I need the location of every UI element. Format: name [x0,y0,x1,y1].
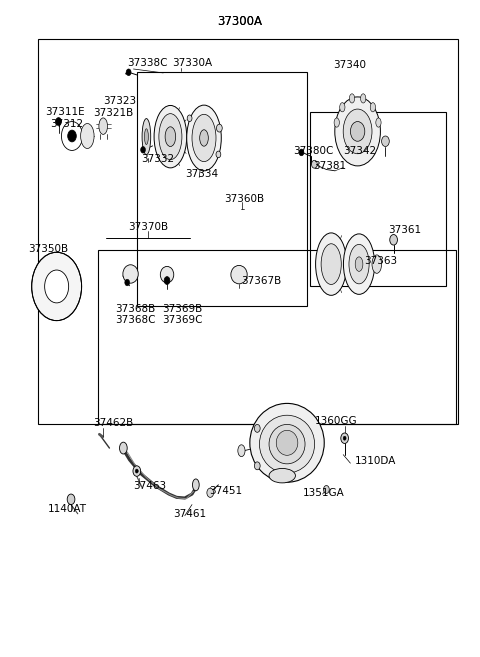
Ellipse shape [344,234,375,294]
Text: 37300A: 37300A [217,15,263,28]
Ellipse shape [372,255,382,273]
Ellipse shape [259,415,315,473]
Ellipse shape [269,468,295,483]
Ellipse shape [99,118,108,135]
Text: 37338C: 37338C [127,58,168,68]
Ellipse shape [355,257,363,271]
Ellipse shape [120,442,127,454]
Ellipse shape [335,97,381,166]
Text: 37300A: 37300A [217,14,263,28]
Ellipse shape [200,130,208,147]
Text: 37311E: 37311E [46,107,85,117]
Ellipse shape [231,265,247,284]
Ellipse shape [340,102,345,112]
Circle shape [125,279,130,286]
Text: 37369B: 37369B [162,304,203,314]
Ellipse shape [370,102,375,112]
Circle shape [216,151,221,158]
Text: 37369C: 37369C [162,315,203,325]
Ellipse shape [192,114,216,162]
Circle shape [382,136,389,147]
Circle shape [56,118,61,125]
Ellipse shape [349,244,369,284]
Text: 37330A: 37330A [172,58,212,68]
Ellipse shape [81,124,94,148]
Circle shape [312,160,317,168]
Circle shape [67,494,75,505]
Circle shape [141,147,145,153]
Circle shape [343,436,346,440]
Text: 37380C: 37380C [293,147,333,156]
Circle shape [350,122,365,141]
Text: 37312: 37312 [50,120,84,129]
Text: 37381: 37381 [313,161,346,171]
Ellipse shape [269,424,305,464]
Text: 37323: 37323 [103,97,136,106]
Bar [310,112,446,286]
Ellipse shape [123,265,138,283]
Ellipse shape [334,118,339,127]
Text: 37332: 37332 [142,154,175,164]
Ellipse shape [144,129,148,145]
Text: 37334: 37334 [185,169,218,179]
Text: 37360B: 37360B [224,194,264,204]
Text: 1140AT: 1140AT [48,504,87,514]
Ellipse shape [360,94,366,103]
Text: 37321B: 37321B [94,108,134,118]
Ellipse shape [321,244,341,284]
Text: 37368C: 37368C [115,315,156,325]
Bar [137,72,307,306]
Ellipse shape [376,118,381,127]
Circle shape [32,252,82,321]
Text: 37451: 37451 [209,486,242,496]
Circle shape [68,130,76,142]
Circle shape [299,149,304,156]
Text: 37363: 37363 [364,256,397,266]
Circle shape [254,424,260,432]
Ellipse shape [276,430,298,455]
Circle shape [207,488,214,497]
Text: 37462B: 37462B [94,419,134,428]
Text: 37350B: 37350B [28,244,68,254]
Text: 37361: 37361 [388,225,421,235]
Ellipse shape [316,233,347,296]
Circle shape [45,270,69,303]
Text: 1310DA: 1310DA [355,457,396,466]
Bar [98,250,456,424]
Ellipse shape [142,118,151,155]
Bar [38,39,458,424]
Ellipse shape [160,267,174,283]
Ellipse shape [192,479,199,491]
Circle shape [390,235,397,245]
Ellipse shape [159,114,182,160]
Circle shape [135,469,138,473]
Ellipse shape [343,109,372,154]
Text: 37367B: 37367B [241,277,281,286]
Text: 37370B: 37370B [129,222,169,232]
Ellipse shape [154,105,187,168]
Text: 37340: 37340 [334,60,367,70]
Text: 37463: 37463 [133,482,167,491]
Circle shape [254,462,260,470]
Text: 37342: 37342 [343,147,376,156]
Text: 1351GA: 1351GA [302,488,344,498]
Ellipse shape [250,403,324,482]
Text: 37461: 37461 [173,509,206,519]
Ellipse shape [187,105,221,171]
Circle shape [133,466,141,476]
Text: 37368B: 37368B [115,304,156,314]
Ellipse shape [238,445,245,457]
Text: 1360GG: 1360GG [314,416,357,426]
Ellipse shape [165,127,176,147]
Circle shape [187,115,192,122]
Circle shape [164,277,170,284]
Circle shape [216,124,222,132]
Circle shape [341,433,348,443]
Circle shape [324,486,329,493]
Ellipse shape [349,94,355,103]
Circle shape [126,69,131,76]
